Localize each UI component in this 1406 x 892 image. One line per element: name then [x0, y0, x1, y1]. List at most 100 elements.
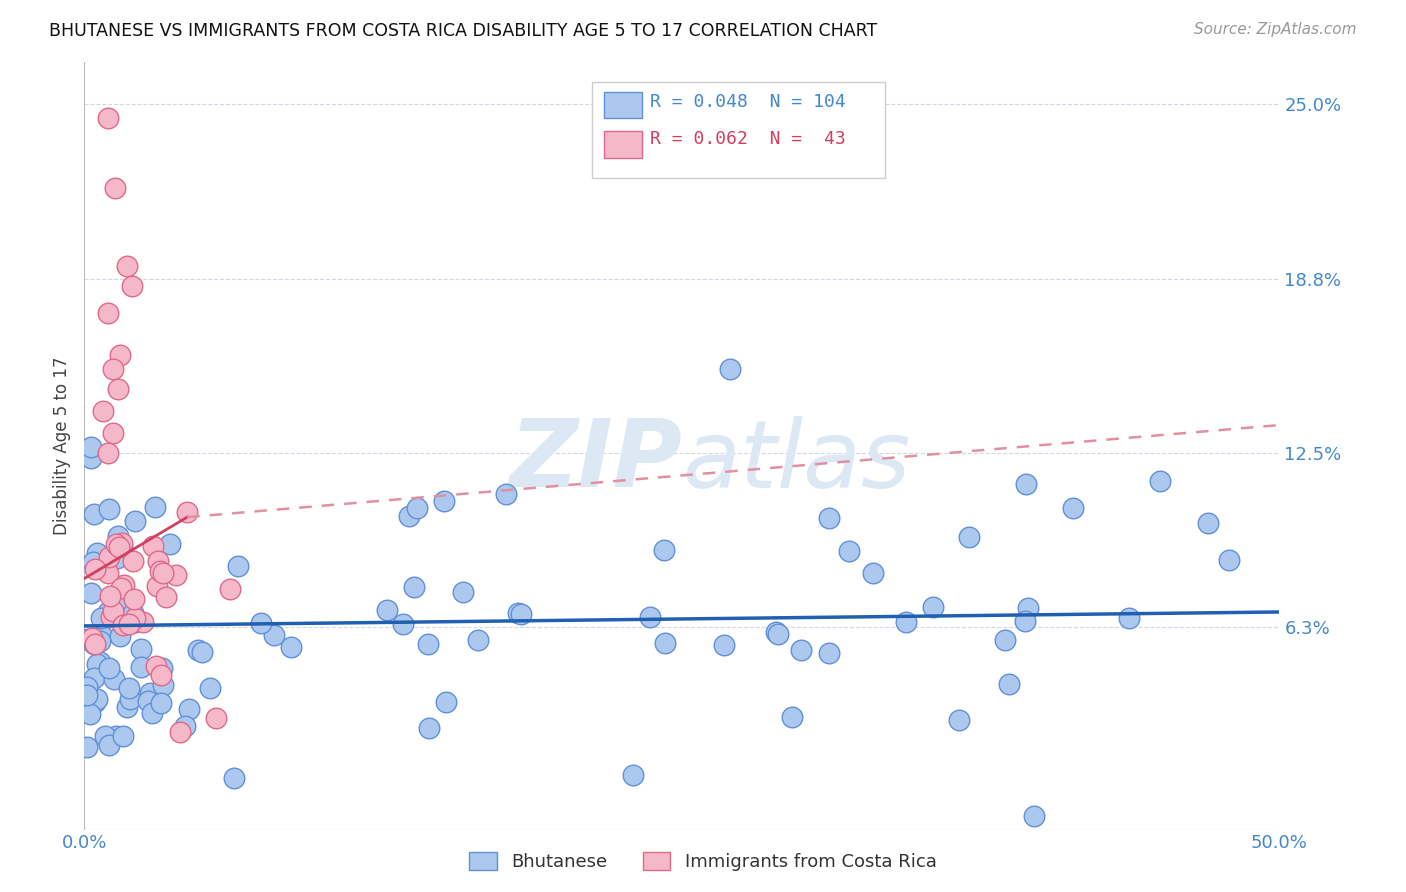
- Point: [83, 637, 105, 651]
- Point: [110, 348, 132, 362]
- Point: [263, 627, 285, 641]
- FancyBboxPatch shape: [605, 131, 643, 158]
- Point: [100, 610, 122, 624]
- Point: [1062, 501, 1084, 516]
- Point: [84, 695, 107, 709]
- Point: [1017, 600, 1039, 615]
- Point: [1197, 516, 1219, 530]
- Point: [818, 646, 841, 660]
- Point: [219, 582, 242, 597]
- Point: [165, 567, 187, 582]
- Point: [174, 718, 197, 732]
- Point: [948, 713, 970, 727]
- Point: [98, 549, 121, 564]
- Point: [103, 672, 125, 686]
- Point: [105, 729, 128, 743]
- Point: [789, 643, 811, 657]
- Point: [83, 671, 105, 685]
- Point: [124, 514, 146, 528]
- Point: [129, 642, 152, 657]
- Point: [124, 591, 146, 606]
- Point: [149, 565, 172, 579]
- Point: [997, 677, 1019, 691]
- Point: [780, 710, 803, 724]
- Point: [375, 603, 398, 617]
- Point: [638, 610, 661, 624]
- Point: [115, 700, 138, 714]
- Point: [136, 694, 159, 708]
- Point: [83, 637, 105, 651]
- Point: [451, 585, 474, 599]
- Point: [101, 426, 124, 441]
- Point: [191, 645, 214, 659]
- Point: [107, 597, 129, 611]
- Point: [467, 633, 489, 648]
- Point: [1118, 611, 1140, 625]
- Point: [110, 629, 132, 643]
- Point: [280, 640, 302, 655]
- Point: [205, 711, 228, 725]
- Point: [1014, 614, 1036, 628]
- Point: [765, 625, 787, 640]
- Point: [91, 629, 114, 643]
- Point: [96, 605, 118, 619]
- Point: [114, 592, 136, 607]
- Point: [179, 702, 201, 716]
- Legend: Bhutanese, Immigrants from Costa Rica: Bhutanese, Immigrants from Costa Rica: [463, 845, 943, 879]
- Text: BHUTANESE VS IMMIGRANTS FROM COSTA RICA DISABILITY AGE 5 TO 17 CORRELATION CHART: BHUTANESE VS IMMIGRANTS FROM COSTA RICA …: [49, 22, 877, 40]
- Point: [187, 643, 209, 657]
- Point: [957, 530, 980, 544]
- Point: [97, 306, 120, 320]
- Point: [402, 580, 425, 594]
- Point: [495, 487, 517, 501]
- Point: [76, 688, 98, 702]
- Point: [994, 633, 1017, 648]
- Point: [101, 362, 124, 376]
- Point: [122, 606, 145, 620]
- Point: [107, 382, 129, 396]
- Point: [132, 615, 155, 630]
- Point: [146, 579, 169, 593]
- Point: [118, 681, 141, 695]
- Point: [76, 680, 98, 694]
- Point: [433, 494, 456, 508]
- Point: [152, 678, 174, 692]
- Point: [97, 112, 120, 126]
- Point: [143, 500, 166, 515]
- Point: [121, 278, 143, 293]
- Point: [111, 536, 134, 550]
- Text: Source: ZipAtlas.com: Source: ZipAtlas.com: [1194, 22, 1357, 37]
- Point: [117, 259, 139, 273]
- Point: [139, 686, 162, 700]
- Point: [83, 507, 105, 521]
- Point: [155, 591, 177, 605]
- Point: [621, 768, 644, 782]
- Point: [82, 555, 104, 569]
- Point: [86, 657, 108, 671]
- Point: [98, 661, 121, 675]
- Point: [120, 691, 142, 706]
- Point: [93, 404, 115, 418]
- Point: [150, 696, 173, 710]
- Point: [838, 543, 860, 558]
- Point: [80, 450, 103, 465]
- Point: [718, 362, 741, 376]
- Point: [226, 559, 249, 574]
- Point: [142, 540, 165, 554]
- Point: [89, 634, 111, 648]
- Point: [76, 739, 98, 754]
- Point: [1014, 477, 1036, 491]
- Point: [121, 554, 143, 568]
- Point: [418, 721, 440, 735]
- Point: [98, 501, 121, 516]
- Text: ZIP: ZIP: [509, 416, 682, 508]
- Point: [398, 508, 420, 523]
- Point: [77, 632, 100, 647]
- Point: [111, 541, 134, 555]
- Point: [766, 627, 789, 641]
- Point: [79, 706, 101, 721]
- Point: [150, 661, 173, 675]
- Point: [652, 542, 675, 557]
- Point: [105, 537, 128, 551]
- FancyBboxPatch shape: [592, 81, 886, 178]
